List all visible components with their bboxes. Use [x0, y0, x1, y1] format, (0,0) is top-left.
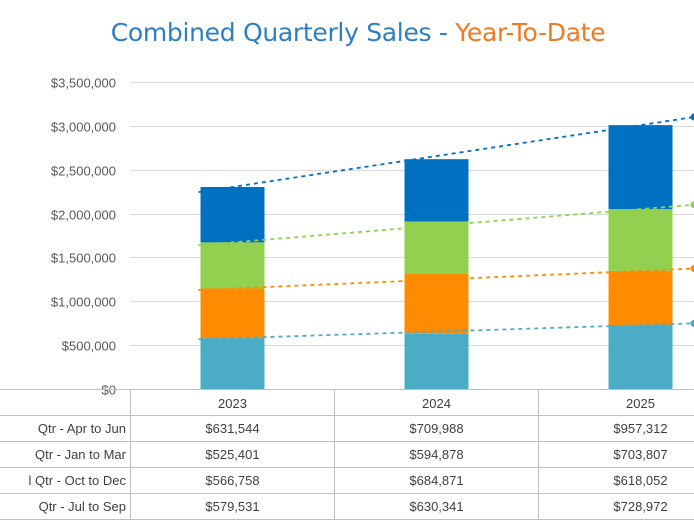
bar-segment [404, 273, 469, 334]
table-cell-value: $728,972 [613, 499, 667, 514]
trendline-marker [690, 201, 694, 209]
bar-segment [200, 288, 265, 339]
chart-title: Combined Quarterly Sales - Year-To-Date [0, 18, 694, 47]
trendline-marker [690, 113, 694, 121]
trendline [198, 267, 694, 291]
y-tick-label: $1,500,000 [51, 251, 116, 266]
table-series-label: l Qtr - Oct to Dec [28, 473, 126, 488]
y-tick-label: $2,500,000 [51, 164, 116, 179]
table-category-label: 2023 [218, 396, 247, 411]
bar-segment [404, 221, 469, 274]
trendline [198, 203, 694, 247]
bar-segment [608, 325, 673, 389]
bar-segment [200, 338, 265, 389]
y-tick-label: $1,000,000 [51, 295, 116, 310]
table-cell-value: $630,341 [409, 499, 463, 514]
table-category-label: 2024 [422, 396, 451, 411]
table-cell-value: $957,312 [613, 421, 667, 436]
table-series-label: Qtr - Jan to Mar [35, 447, 127, 462]
table-cell-value: $709,988 [409, 421, 463, 436]
bar-segment [608, 209, 673, 271]
chart-title-separator: - [431, 18, 456, 47]
trendline-marker [690, 319, 694, 327]
table-series-label: Qtr - Apr to Jun [38, 421, 126, 436]
bar-segment [608, 125, 673, 210]
bar-segment [404, 159, 469, 222]
table-cell-value: $594,878 [409, 447, 463, 462]
y-tick-label: $500,000 [62, 339, 116, 354]
table-category-label: 2025 [626, 396, 655, 411]
table-cell-value: $703,807 [613, 447, 667, 462]
bar-segment [200, 242, 265, 289]
chart-subtitle: Year-To-Date [455, 18, 606, 47]
table-cell-value: $618,052 [613, 473, 667, 488]
chart-title-main: Combined Quarterly Sales [110, 18, 432, 47]
trendline [198, 322, 694, 341]
table-series-label: Qtr - Jul to Sep [39, 499, 126, 514]
y-tick-label: $2,000,000 [51, 208, 116, 223]
table-cell-value: $525,401 [205, 447, 259, 462]
bar-segment [608, 270, 673, 326]
table-cell-value: $566,758 [205, 473, 259, 488]
table-cell-value: $579,531 [205, 499, 259, 514]
table-cell-value: $684,871 [409, 473, 463, 488]
trendline-marker [690, 265, 694, 273]
y-tick-label: $3,000,000 [51, 120, 116, 135]
bar-segment [200, 186, 265, 243]
table-cell-value: $631,544 [205, 421, 259, 436]
bar-segment [404, 333, 469, 389]
y-tick-label: $3,500,000 [51, 76, 116, 91]
